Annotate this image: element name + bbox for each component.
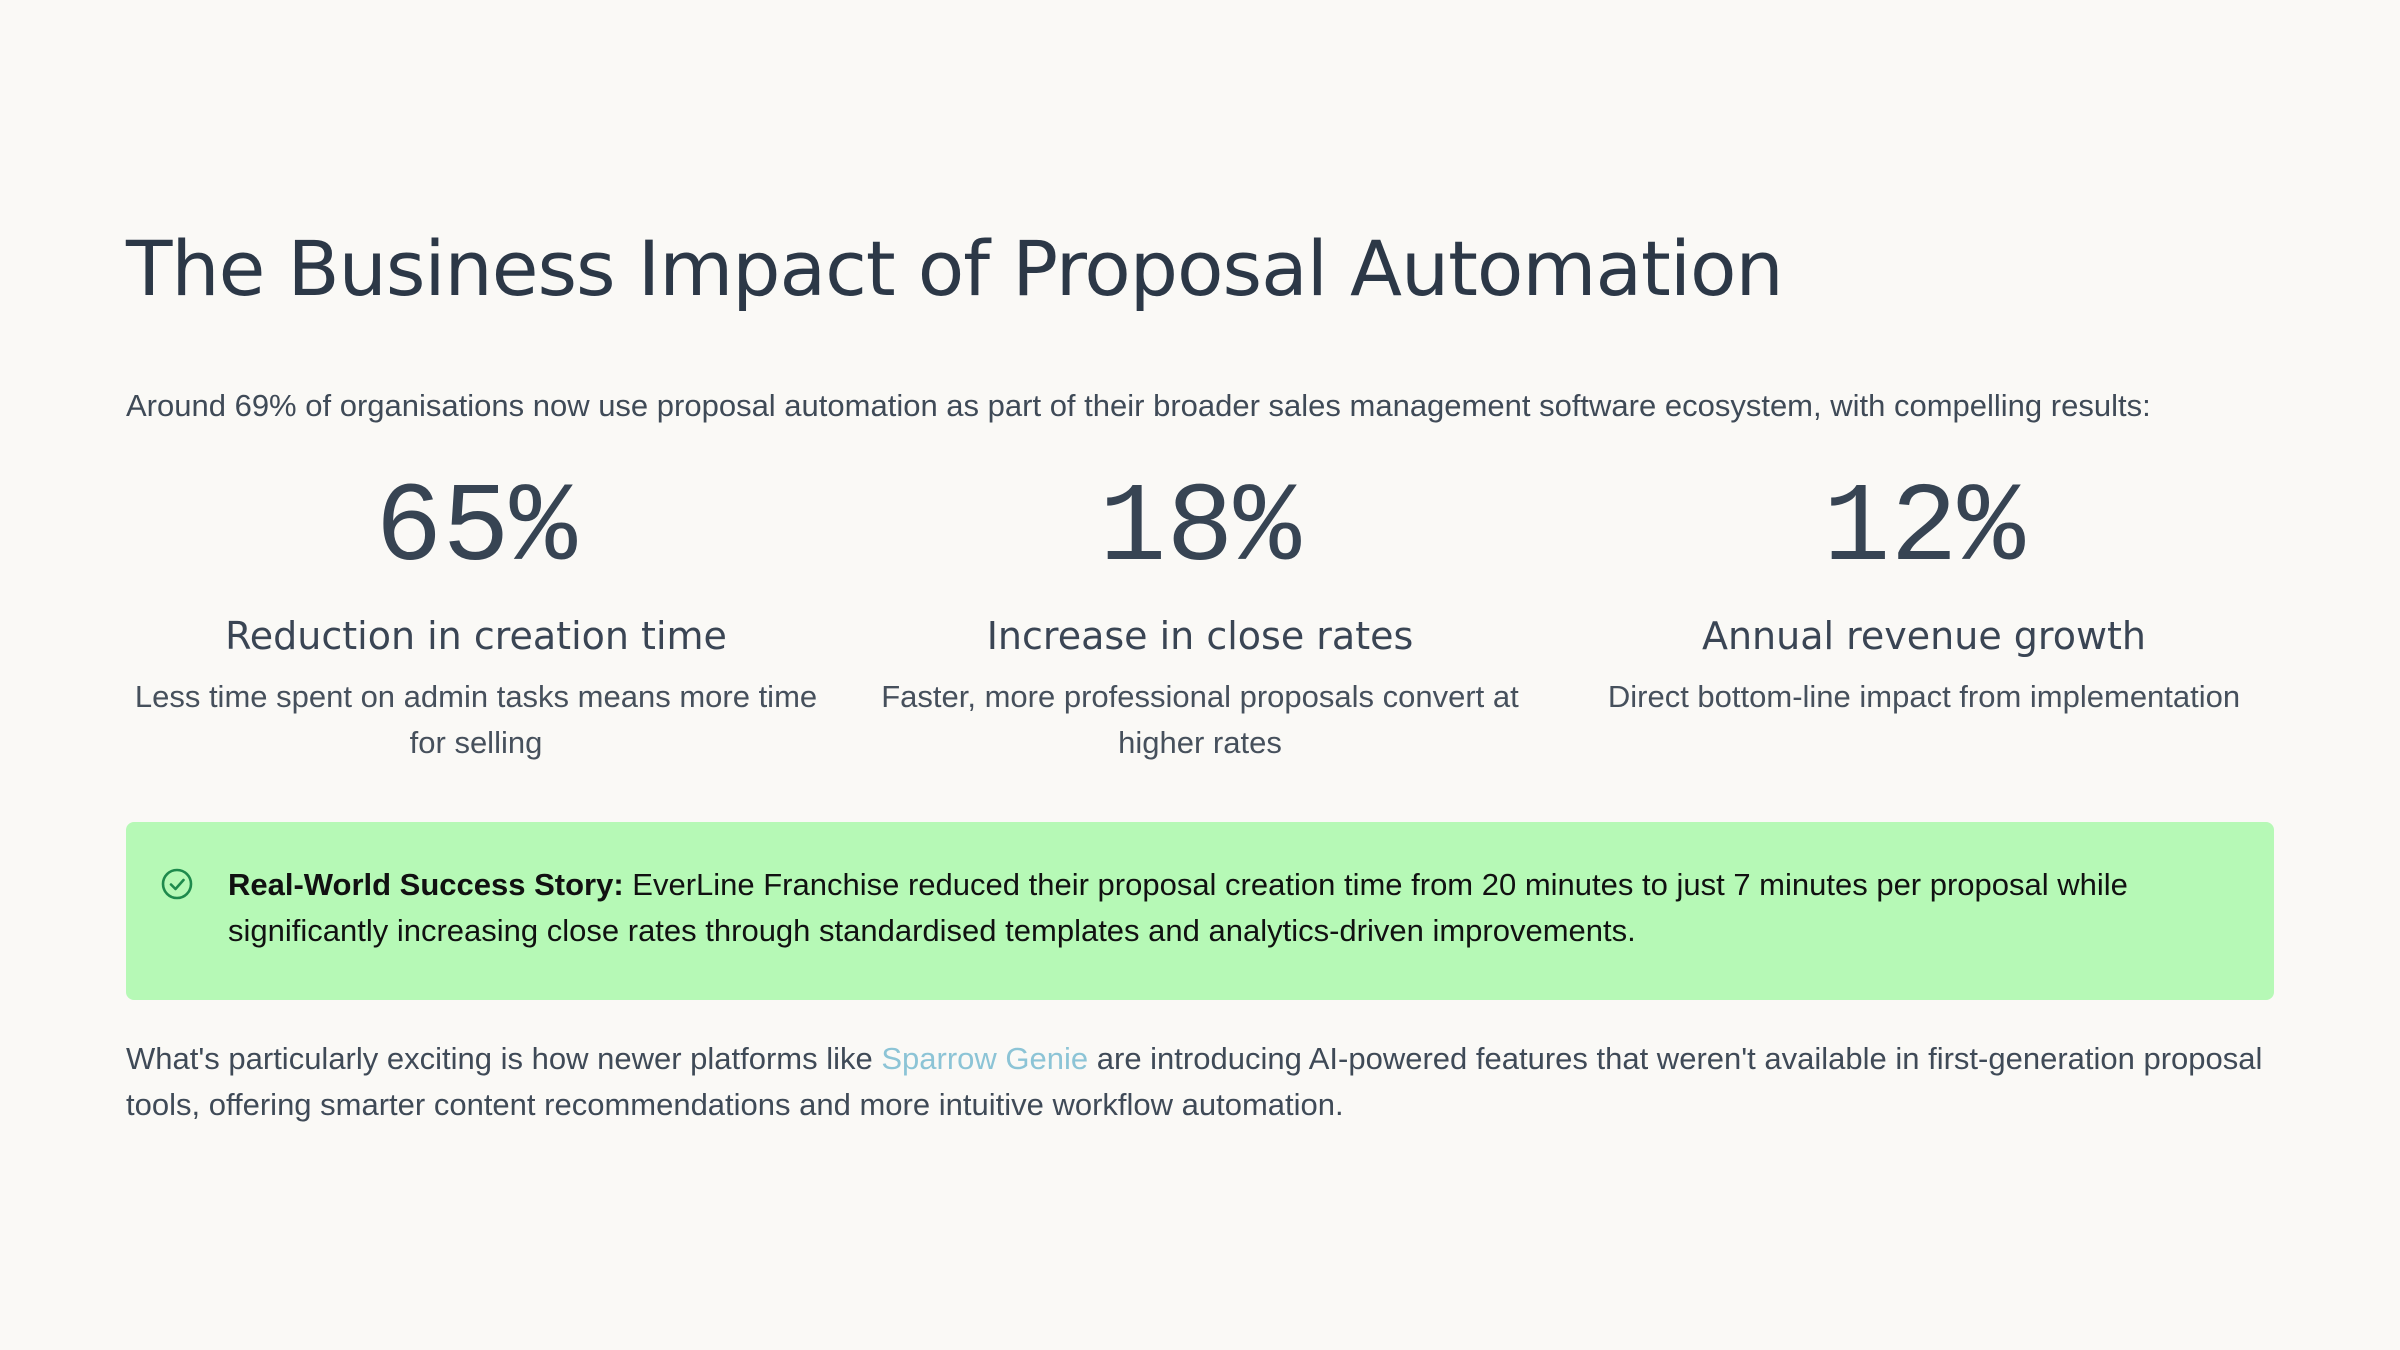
- page: The Business Impact of Proposal Automati…: [126, 0, 2274, 1350]
- callout-text: Real-World Success Story: EverLine Franc…: [228, 862, 2238, 954]
- stat-value: 18%: [1099, 466, 1301, 593]
- stat-label: Reduction in creation time: [225, 614, 727, 658]
- stat-value: 12%: [1823, 466, 2025, 593]
- page-title: The Business Impact of Proposal Automati…: [126, 224, 1784, 313]
- callout-body: EverLine Franchise reduced their proposa…: [228, 867, 2128, 948]
- check-circle-icon: [160, 867, 194, 901]
- closing-text-before: What's particularly exciting is how newe…: [126, 1041, 882, 1076]
- closing-text-after: are introducing AI-powered features that…: [126, 1041, 2263, 1122]
- stat-label: Annual revenue growth: [1701, 614, 2147, 658]
- stat-label: Increase in close rates: [986, 614, 1414, 658]
- stat-card-creation-time: 65% Reduction in creation time Less time…: [126, 460, 826, 766]
- stat-card-revenue-growth: 12% Annual revenue growth Direct bottom-…: [1574, 460, 2274, 720]
- stat-value: 65%: [375, 466, 577, 593]
- closing-paragraph: What's particularly exciting is how newe…: [126, 1036, 2274, 1128]
- callout-title: Real-World Success Story:: [228, 867, 624, 902]
- stat-description: Direct bottom-line impact from implement…: [1607, 679, 2241, 714]
- stat-description: Less time spent on admin tasks means mor…: [134, 679, 818, 760]
- stat-description: Faster, more professional proposals conv…: [881, 679, 1519, 760]
- intro-paragraph: Around 69% of organisations now use prop…: [126, 388, 2151, 423]
- stats-row: 65% Reduction in creation time Less time…: [126, 460, 2274, 790]
- success-story-callout: Real-World Success Story: EverLine Franc…: [126, 822, 2274, 1000]
- stat-card-close-rates: 18% Increase in close rates Faster, more…: [850, 460, 1550, 766]
- sparrow-genie-link[interactable]: Sparrow Genie: [881, 1041, 1089, 1076]
